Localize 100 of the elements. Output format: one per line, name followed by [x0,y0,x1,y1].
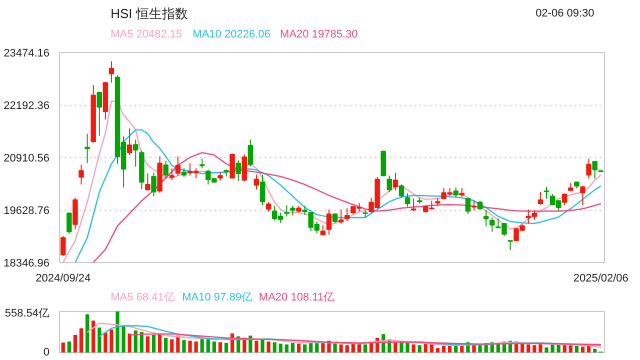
bar [224,342,228,352]
candlestick [562,192,568,206]
text: MA10 20226.06 [192,28,270,40]
candlestick [236,160,241,182]
series-label: MA5 68.41亿 [110,292,175,304]
x-tick-label: 2025/02/06 [573,272,628,284]
candlestick [471,200,477,211]
candlestick [84,133,90,164]
line-series [74,129,602,262]
bar [303,344,307,352]
candlestick [392,172,398,191]
candlestick [490,217,495,232]
bar [278,344,282,352]
candlestick [145,172,150,191]
text: MA20 19785.30 [280,28,358,40]
bar [67,341,71,352]
candlestick [66,212,72,234]
line-series [92,152,602,262]
x-tick-label: 2024/09/24 [36,272,91,284]
candlestick [320,224,326,236]
bar [284,344,288,352]
bar [339,344,343,352]
bar [128,334,132,352]
candlestick [302,205,308,216]
candlestick [133,139,138,168]
y-tick-label: 23474.16 [4,48,50,60]
bar [520,344,524,352]
text: MA10 97.89亿 [182,292,252,304]
bar [460,346,464,352]
bar [200,338,204,352]
bar [158,333,162,352]
candlestick [242,154,248,182]
candlestick [483,209,489,227]
bar [146,336,150,352]
bar [85,314,90,352]
bar [478,345,482,352]
candlestick [254,174,260,190]
candlestick [538,191,544,206]
candlestick [290,205,296,216]
candlestick [344,208,350,222]
bar [556,344,560,352]
bar [152,334,156,352]
bar [321,342,325,352]
bar [92,320,96,352]
y-tick-label: 20910.56 [4,152,50,164]
bar [424,344,428,352]
text: 02-06 09:30 [536,8,594,20]
text: MA5 20482.15 [110,28,182,40]
bar [104,332,108,352]
bar [218,342,222,352]
candlestick [386,175,392,192]
bar [430,344,434,352]
candlestick [108,60,114,84]
bar [436,348,440,352]
candlestick [592,160,598,180]
bar [170,339,174,352]
candlestick [169,168,174,181]
candlestick [326,209,332,236]
bar [266,341,270,352]
line-series [62,100,602,262]
y-tick-label: 0 [43,346,50,358]
bar [574,346,579,352]
candlestick [410,198,416,212]
y-tick-label: 558.54亿 [4,308,50,320]
bar [98,328,102,352]
bar [79,328,84,352]
bar [188,340,192,352]
candlestick [163,160,168,178]
candlestick [78,164,84,186]
bar [290,342,295,352]
candlestick [151,172,156,197]
candlestick [586,158,592,180]
chart-title: HSI 恒生指数 [110,6,188,21]
candlestick [580,185,586,206]
y-tick-label: 22192.36 [4,100,50,112]
text: MA20 108.11亿 [258,292,335,304]
bar [442,346,446,352]
bar [363,344,368,352]
bar [73,334,78,352]
candlestick [453,186,458,198]
candlestick [284,204,290,217]
candlestick [260,174,266,206]
bar [116,312,120,352]
bar [406,342,410,352]
candlestick [248,139,254,167]
candlestick [266,202,272,212]
candlestick [465,197,471,215]
bar [345,345,349,352]
y-tick-label: 18346.96 [4,258,50,270]
bar [544,347,548,352]
bar [412,344,416,352]
bar [526,344,530,352]
bar [333,344,337,352]
bar [134,330,138,352]
bar [580,346,585,352]
bar [532,345,536,352]
bar [140,332,144,352]
candlestick [508,240,513,251]
candlestick [230,153,235,180]
bar [568,345,572,352]
